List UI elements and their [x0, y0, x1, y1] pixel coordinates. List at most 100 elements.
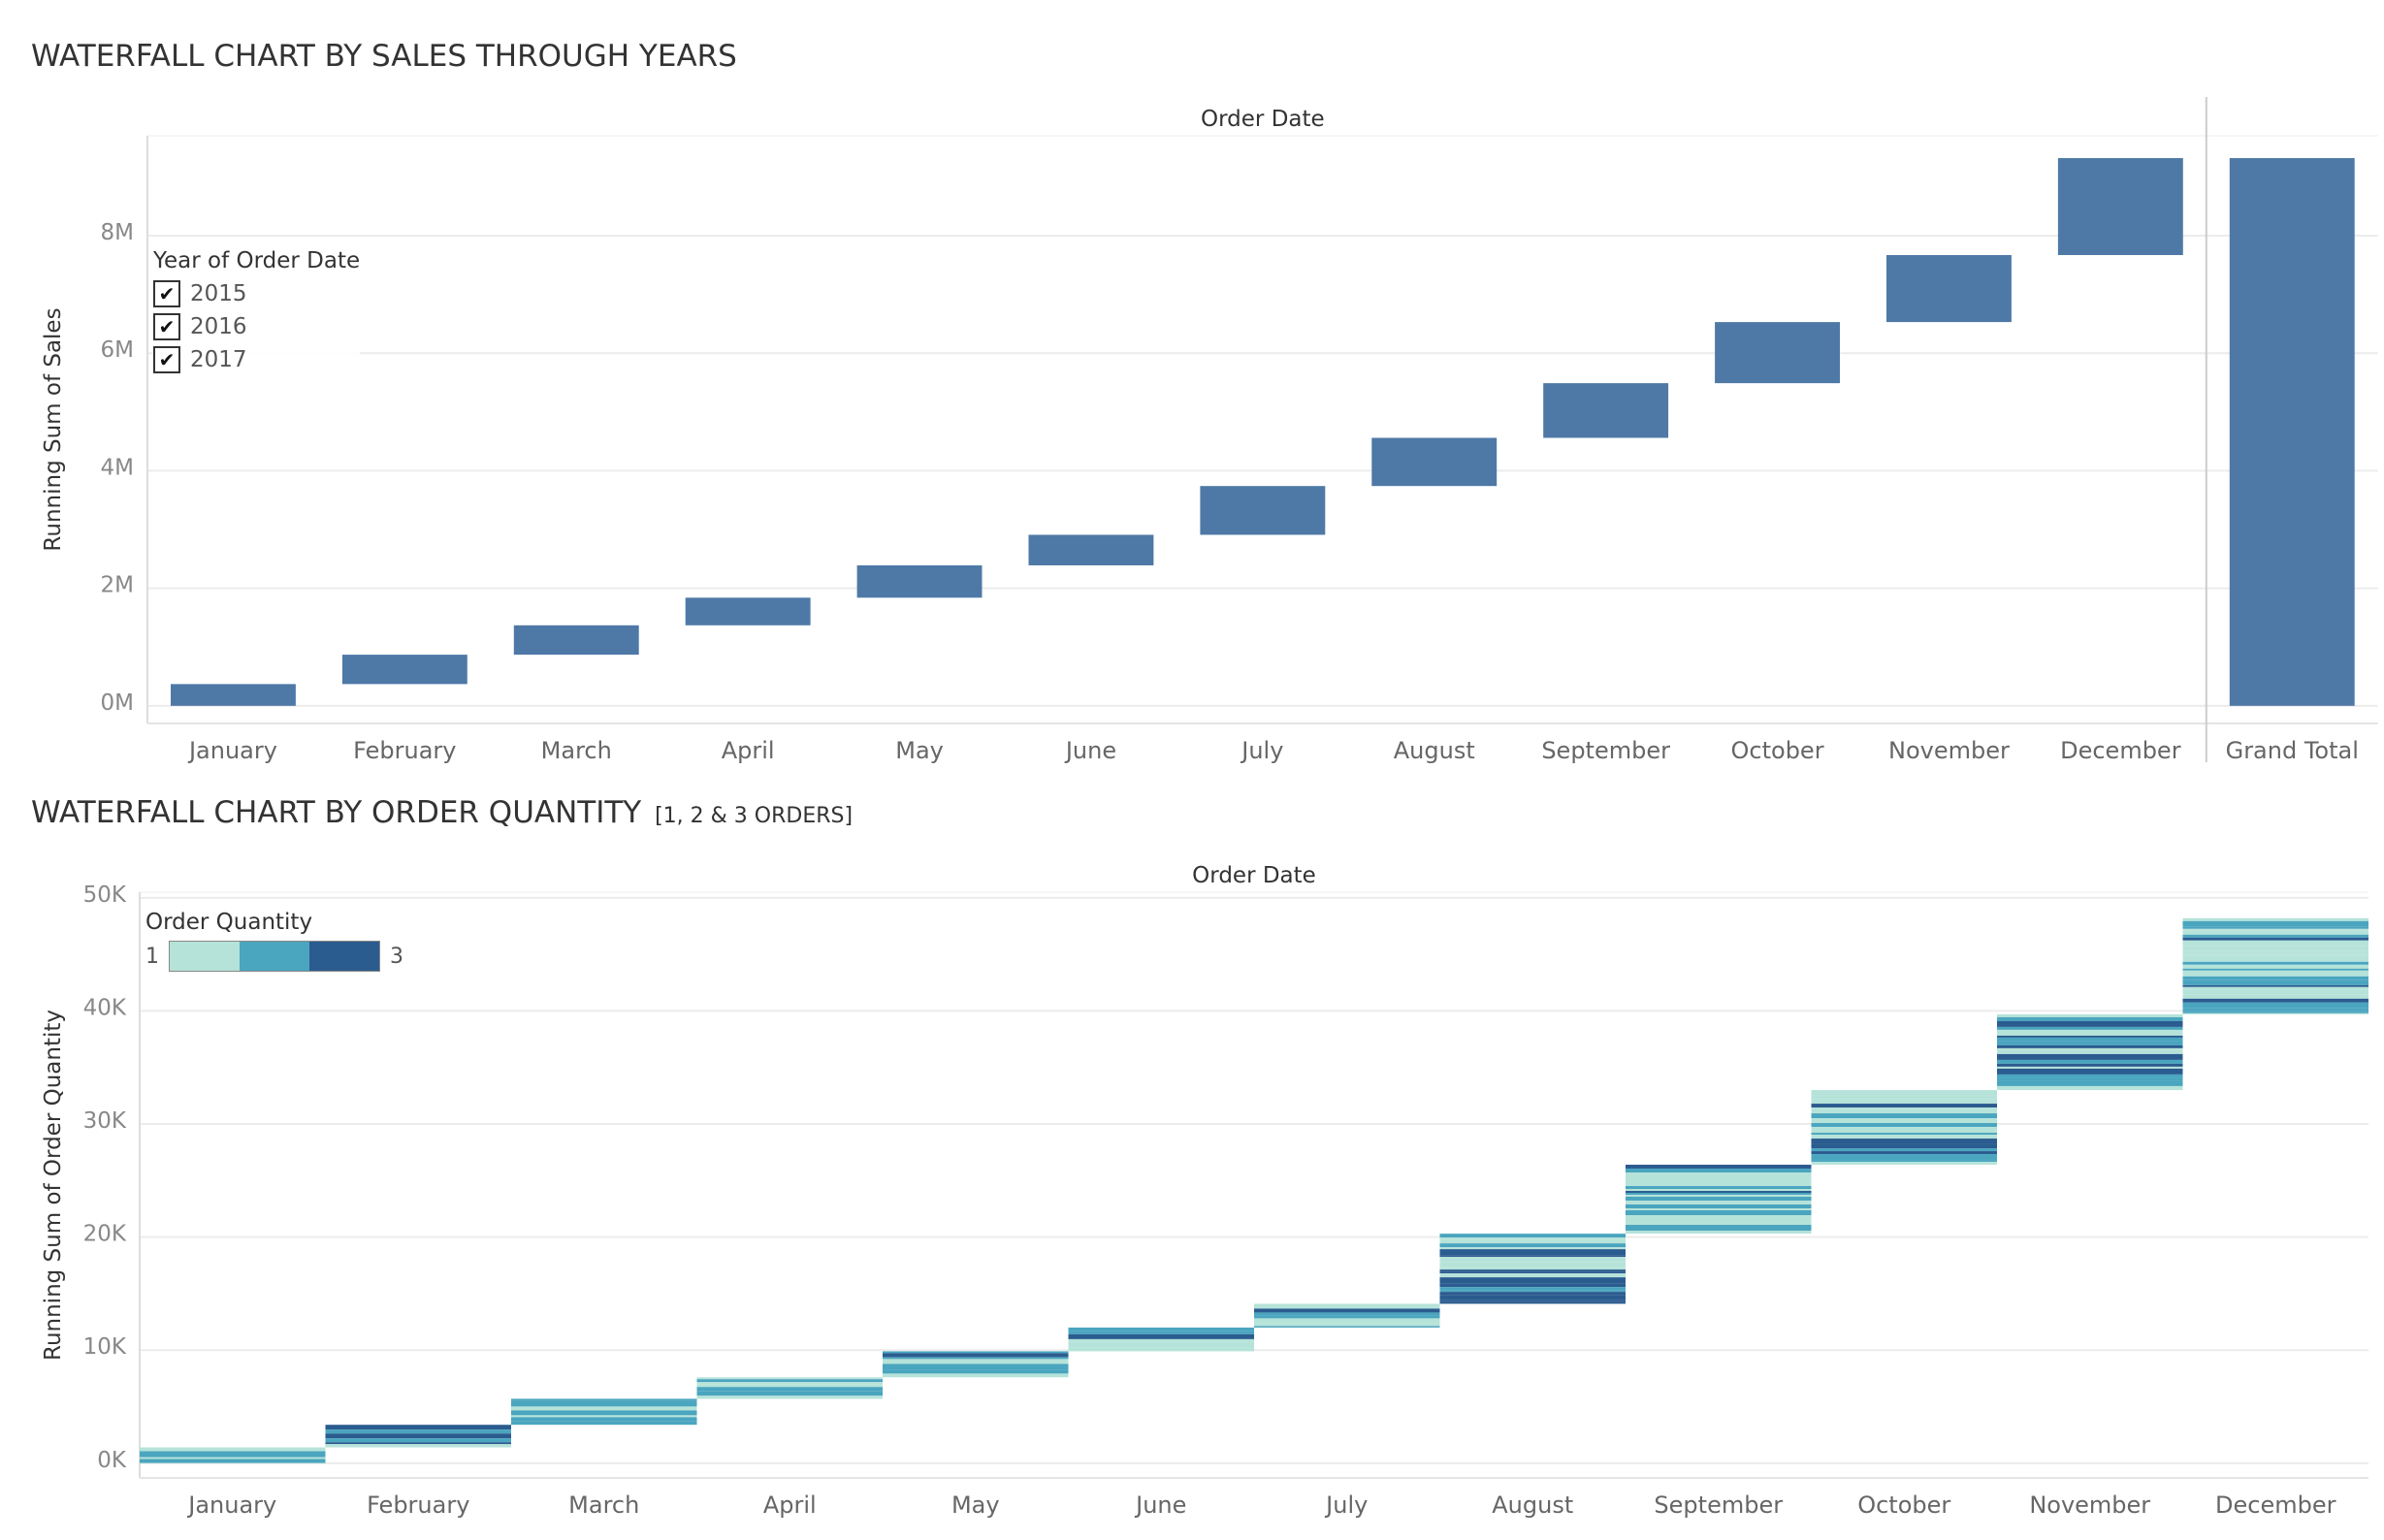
checkbox-2017[interactable]: ✔ — [153, 346, 180, 373]
x-tick-label-january: January — [187, 737, 277, 764]
bar-segment — [2182, 930, 2368, 935]
bar-segment — [1811, 1113, 1997, 1119]
bar-segment — [883, 1364, 1069, 1370]
x-tick-label-august: August — [1492, 1492, 1573, 1519]
bar-november — [1997, 1013, 2183, 1091]
bar-july — [1200, 486, 1326, 535]
bar-segment — [1997, 1013, 2183, 1017]
bar-segment — [2182, 989, 2368, 995]
bar-segment — [2182, 926, 2368, 929]
y-tick-label: 50K — [83, 882, 127, 908]
x-tick-label-grand-total: Grand Total — [2226, 737, 2359, 764]
x-tick-label-july: July — [1240, 737, 1283, 764]
bar-segment — [511, 1417, 697, 1422]
bar-segment — [1811, 1104, 1997, 1108]
x-tick-label-february: February — [353, 737, 456, 764]
bar-segment — [1626, 1201, 1812, 1205]
bar-segment — [1068, 1347, 1254, 1352]
bar-segment — [325, 1444, 511, 1448]
quantity-color-ramp — [169, 941, 380, 972]
bar-february — [325, 1425, 511, 1448]
bar-segment — [1626, 1193, 1812, 1196]
bar-segment — [511, 1421, 697, 1426]
year-label-2017: 2017 — [190, 347, 247, 372]
bar-segment — [1626, 1197, 1812, 1202]
bar-segment — [1626, 1221, 1812, 1226]
column-header: Order Date — [1192, 863, 1316, 888]
bar-segment — [325, 1425, 511, 1430]
checkbox-2016[interactable]: ✔ — [153, 313, 180, 340]
bar-segment — [1068, 1338, 1254, 1342]
x-tick-label-march: March — [568, 1492, 639, 1519]
bar-segment — [1439, 1247, 1626, 1250]
bar-segment — [140, 1459, 326, 1463]
bar-segment — [883, 1369, 1069, 1374]
bar-segment — [696, 1382, 883, 1385]
bar-segment — [1626, 1178, 1812, 1182]
bar-segment — [696, 1384, 883, 1388]
bar-grand-total — [2229, 158, 2355, 706]
x-tick-label-may: May — [951, 1492, 1000, 1519]
bar-segment — [1068, 1333, 1254, 1339]
y-tick-label: 30K — [83, 1108, 127, 1134]
year-legend-item-2017[interactable]: ✔ 2017 — [153, 343, 360, 376]
bar-segment — [1997, 1085, 2183, 1089]
bar-segment — [1254, 1315, 1440, 1319]
bar-segment — [1626, 1165, 1812, 1170]
bar-segment — [1997, 1074, 2183, 1078]
x-tick-label-february: February — [367, 1492, 469, 1519]
bar-segment — [1254, 1323, 1440, 1327]
bar-segment — [1997, 1077, 2183, 1081]
x-tick-label-june: June — [1134, 1492, 1186, 1519]
bar-segment — [1068, 1327, 1254, 1331]
bar-december — [2182, 917, 2368, 1014]
bar-segment — [2182, 917, 2368, 921]
bar-segment — [1439, 1295, 1626, 1300]
bar-october — [1715, 322, 1840, 384]
bar-segment — [325, 1442, 511, 1445]
bar-segment — [1439, 1299, 1626, 1302]
bar-segment — [1811, 1160, 1997, 1163]
bar-segment — [1439, 1292, 1626, 1296]
chart-title-quantity: WATERFALL CHART BY ORDER QUANTITY [1, 2 … — [31, 795, 853, 830]
bar-segment — [1254, 1326, 1440, 1328]
x-tick-label-october: October — [1731, 737, 1824, 764]
checkbox-2015[interactable]: ✔ — [153, 280, 180, 307]
bar-segment — [2182, 970, 2368, 977]
bar-segment — [1997, 1066, 2183, 1069]
sales-waterfall-chart: Order Date 0M 2M 4M 6M 8M Running Sum of Sales… — [41, 97, 2378, 764]
bar-segment — [2182, 1011, 2368, 1013]
x-tick-label-august: August — [1394, 737, 1475, 764]
bar-segment — [1811, 1135, 1997, 1139]
bar-segment — [2182, 961, 2368, 965]
year-label-2016: 2016 — [190, 314, 247, 339]
bar-segment — [325, 1438, 511, 1443]
bar-segment — [1439, 1243, 1626, 1248]
bar-segment — [1811, 1107, 1997, 1114]
ramp-swatch-3 — [309, 942, 379, 971]
bar-segment — [1811, 1151, 1997, 1155]
x-tick-label-september: September — [1654, 1492, 1783, 1519]
quantity-legend-title: Order Quantity — [145, 910, 313, 935]
bar-segment — [2182, 946, 2368, 951]
bar-segment — [2182, 955, 2368, 962]
bar-segment — [1811, 1099, 1997, 1105]
bar-segment — [1254, 1318, 1440, 1324]
bar-segment — [883, 1353, 1069, 1358]
year-legend-item-2015[interactable]: ✔ 2015 — [153, 277, 360, 310]
bar-segment — [1626, 1225, 1812, 1232]
x-tick-label-december: December — [2060, 737, 2181, 764]
bar-segment — [1811, 1143, 1997, 1149]
y-tick-label: 8M — [101, 220, 134, 245]
bar-segment — [2182, 976, 2368, 980]
bar-segment — [2182, 964, 2368, 969]
bar-segment — [1811, 1139, 1997, 1144]
chart-title-sales: WATERFALL CHART BY SALES THROUGH YEARS — [31, 39, 737, 74]
bar-segment — [1997, 1080, 2183, 1086]
year-legend-item-2016[interactable]: ✔ 2016 — [153, 310, 360, 343]
bar-segment — [1626, 1195, 1812, 1198]
bar-august — [1439, 1234, 1626, 1304]
bar-segment — [1811, 1133, 1997, 1136]
bar-segment — [325, 1429, 511, 1434]
y-axis-label: Running Sum of Order Quantity — [41, 1010, 66, 1361]
